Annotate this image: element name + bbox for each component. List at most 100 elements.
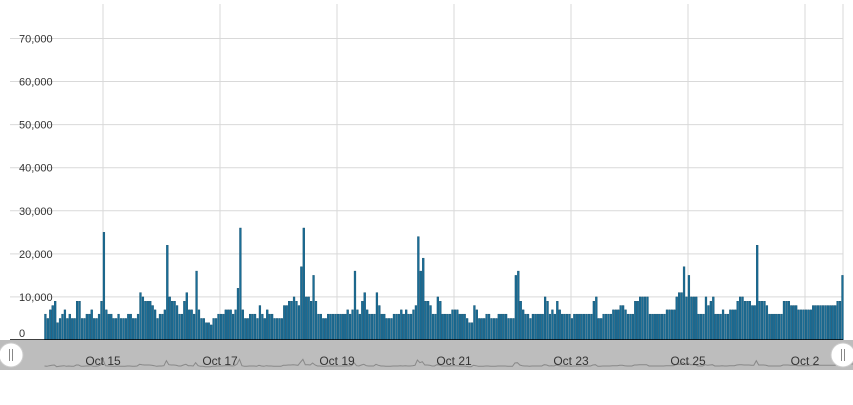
x-tick-label: Oct 15	[85, 354, 121, 368]
bar	[54, 301, 56, 340]
drag-handle-icon[interactable]	[831, 343, 853, 367]
y-tick-label: 0	[19, 328, 25, 340]
bar	[86, 314, 88, 340]
bar	[561, 314, 563, 340]
bar	[717, 314, 719, 340]
bar	[569, 314, 571, 340]
handle-knob[interactable]	[0, 343, 23, 367]
bar	[374, 314, 376, 340]
bar	[632, 314, 634, 340]
bar	[459, 314, 461, 340]
bar	[839, 301, 841, 340]
bar	[637, 301, 639, 340]
bar	[388, 318, 390, 340]
bar	[576, 314, 578, 340]
bar	[642, 297, 644, 340]
bar	[751, 306, 753, 340]
bar	[786, 301, 788, 340]
bar	[768, 314, 770, 340]
bar	[57, 323, 59, 340]
bar	[400, 310, 402, 340]
x-tick-label: Oct 23	[553, 354, 589, 368]
bar	[408, 314, 410, 340]
bar	[59, 318, 61, 340]
bar	[98, 314, 100, 340]
y-tick-label: 70,000	[19, 33, 53, 45]
bar	[420, 271, 422, 340]
bar	[591, 314, 593, 340]
y-axis: 010,00020,00030,00040,00050,00060,00070,…	[19, 33, 53, 340]
bar	[688, 275, 690, 340]
bar	[359, 314, 361, 340]
bar	[532, 314, 534, 340]
bar	[517, 271, 519, 340]
bar	[271, 314, 273, 340]
bar	[654, 314, 656, 340]
bar	[827, 306, 829, 340]
bar	[240, 228, 242, 340]
bar	[634, 301, 636, 340]
bar	[225, 310, 227, 340]
bar	[817, 306, 819, 340]
bar	[630, 314, 632, 340]
bar	[749, 301, 751, 340]
bar	[554, 314, 556, 340]
bar	[361, 301, 363, 340]
bar	[347, 310, 349, 340]
bar	[332, 314, 334, 340]
navigator[interactable]	[0, 340, 853, 370]
bar	[571, 318, 573, 340]
bar	[442, 314, 444, 340]
bar	[647, 297, 649, 340]
bar	[174, 301, 176, 340]
bar	[337, 314, 339, 340]
bar	[478, 318, 480, 340]
bar	[291, 301, 293, 340]
bar	[149, 301, 151, 340]
bar	[649, 314, 651, 340]
bar	[825, 306, 827, 340]
bar	[437, 297, 439, 340]
bar	[790, 306, 792, 340]
bar	[49, 310, 51, 340]
bar	[232, 314, 234, 340]
bar	[266, 310, 268, 340]
bar	[520, 301, 522, 340]
bar	[308, 297, 310, 340]
bar	[198, 310, 200, 340]
bar	[303, 228, 305, 340]
bar	[242, 310, 244, 340]
bar	[274, 318, 276, 340]
bar	[210, 325, 212, 340]
bar	[430, 306, 432, 340]
bar	[118, 314, 120, 340]
bar	[656, 314, 658, 340]
bar	[335, 314, 337, 340]
bar	[449, 314, 451, 340]
bar	[715, 314, 717, 340]
bar	[793, 306, 795, 340]
bar	[249, 314, 251, 340]
bar	[81, 318, 83, 340]
bar	[469, 323, 471, 340]
bar	[120, 318, 122, 340]
bar	[586, 314, 588, 340]
bar	[164, 310, 166, 340]
bar	[327, 314, 329, 340]
bar	[620, 306, 622, 340]
bar	[495, 318, 497, 340]
bar	[318, 314, 320, 340]
bar	[369, 314, 371, 340]
bar	[803, 310, 805, 340]
bar	[461, 314, 463, 340]
bar	[191, 310, 193, 340]
bar	[644, 297, 646, 340]
drag-handle-icon[interactable]	[0, 343, 23, 367]
bar	[162, 314, 164, 340]
bar	[93, 318, 95, 340]
bar	[410, 314, 412, 340]
bar	[298, 306, 300, 340]
bar	[534, 314, 536, 340]
bar	[693, 297, 695, 340]
bar	[218, 314, 220, 340]
